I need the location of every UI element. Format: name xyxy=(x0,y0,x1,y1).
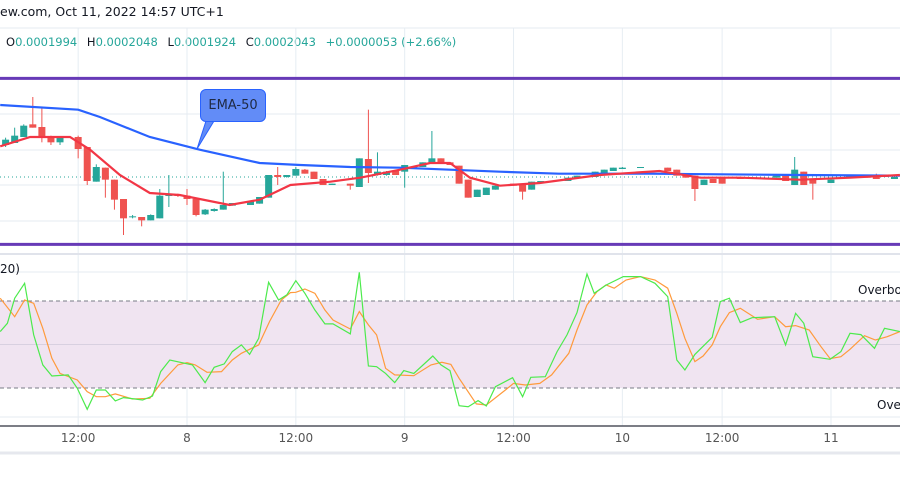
candle-up xyxy=(609,167,617,171)
candle-up xyxy=(700,179,708,185)
candle-down xyxy=(809,179,817,184)
candle-down xyxy=(310,171,318,179)
candle-up xyxy=(201,209,209,215)
candle-down xyxy=(47,137,55,143)
candle-up xyxy=(491,185,499,190)
candle-down xyxy=(437,158,445,163)
ohlc-legend: O0.0001994 H0.0002048 L0.0001924 C0.0002… xyxy=(6,35,462,49)
candle-down xyxy=(392,171,400,175)
candle-up xyxy=(428,158,436,163)
candle-down xyxy=(455,165,463,184)
candle-down xyxy=(38,127,46,137)
candle-down xyxy=(346,183,354,186)
candle-down xyxy=(673,169,681,176)
close-label: C xyxy=(245,35,254,49)
candle-down xyxy=(691,175,699,189)
candle-down xyxy=(664,167,672,171)
candle-up xyxy=(600,169,608,173)
low-value: 0.0001924 xyxy=(173,35,237,49)
candle-up xyxy=(129,216,137,218)
candle-up xyxy=(11,135,19,143)
candle-up xyxy=(20,125,28,137)
candle-up xyxy=(265,175,273,198)
time-axis-label: 12:00 xyxy=(496,431,531,445)
candle-up xyxy=(92,167,100,182)
candle-up xyxy=(773,175,781,178)
time-axis-label: 12:00 xyxy=(60,431,96,445)
candle-up xyxy=(528,181,536,190)
candle-down xyxy=(709,179,717,183)
candle-up xyxy=(2,139,10,145)
time-axis-label: 9 xyxy=(400,431,409,445)
candle-up xyxy=(573,175,581,178)
candle-up xyxy=(537,181,545,182)
time-axis-label: 8 xyxy=(183,431,191,445)
ema-50-line xyxy=(0,103,900,177)
candle-down xyxy=(464,179,472,198)
candle-down xyxy=(364,159,372,173)
candle-up xyxy=(791,169,799,185)
candle-down xyxy=(83,147,91,181)
time-axis-label: 10 xyxy=(614,431,630,445)
low-label: L xyxy=(167,35,174,49)
candle-up xyxy=(246,201,254,205)
candle-up xyxy=(283,175,291,177)
candle-up xyxy=(355,158,363,187)
ema-50-callout[interactable]: EMA-50 xyxy=(200,89,266,122)
candle-down xyxy=(120,199,128,219)
candle-down xyxy=(101,167,109,180)
candle-down xyxy=(301,169,309,174)
candle-up xyxy=(147,215,155,221)
candle-up xyxy=(156,195,164,219)
candle-down xyxy=(110,179,118,200)
candle-up xyxy=(56,137,64,143)
candle-up xyxy=(328,183,336,185)
candle-down xyxy=(519,183,527,192)
candle-up xyxy=(473,189,481,197)
candle-up xyxy=(618,167,626,169)
close-value: 0.0002043 xyxy=(253,35,316,49)
candle-up xyxy=(637,167,644,168)
time-axis-label: 11 xyxy=(823,431,839,445)
candle-up xyxy=(292,169,300,176)
callout-pointer xyxy=(196,120,215,150)
ema-short-line xyxy=(0,135,900,207)
candle-down xyxy=(192,199,200,215)
change-value: +0.0000053 (+2.66%) xyxy=(325,35,457,49)
high-value: 0.0002048 xyxy=(95,35,158,49)
candle-up xyxy=(482,187,490,195)
candle-down xyxy=(29,124,37,128)
stoch-k-line xyxy=(0,272,900,411)
chart-header-title: ew.com, Oct 11, 2022 14:57 UTC+1 xyxy=(0,4,224,19)
high-label: H xyxy=(86,35,96,49)
overbought-label: Overbo xyxy=(858,283,900,297)
candle-up xyxy=(219,205,227,210)
time-axis-label: 12:00 xyxy=(704,431,740,445)
candle-up xyxy=(890,177,898,179)
time-axis-label: 12:00 xyxy=(278,431,314,445)
open-value: 0.0001994 xyxy=(15,35,78,49)
candle-up xyxy=(210,209,218,211)
open-label: O xyxy=(6,35,16,49)
candle-up xyxy=(165,195,173,196)
candle-up xyxy=(827,179,835,183)
candle-down xyxy=(274,175,282,177)
candle-down xyxy=(800,171,808,185)
candle-down xyxy=(718,177,726,184)
candle-down xyxy=(138,217,146,221)
stoch-title: 20) xyxy=(0,262,20,276)
oversold-label: Ove xyxy=(877,398,900,412)
